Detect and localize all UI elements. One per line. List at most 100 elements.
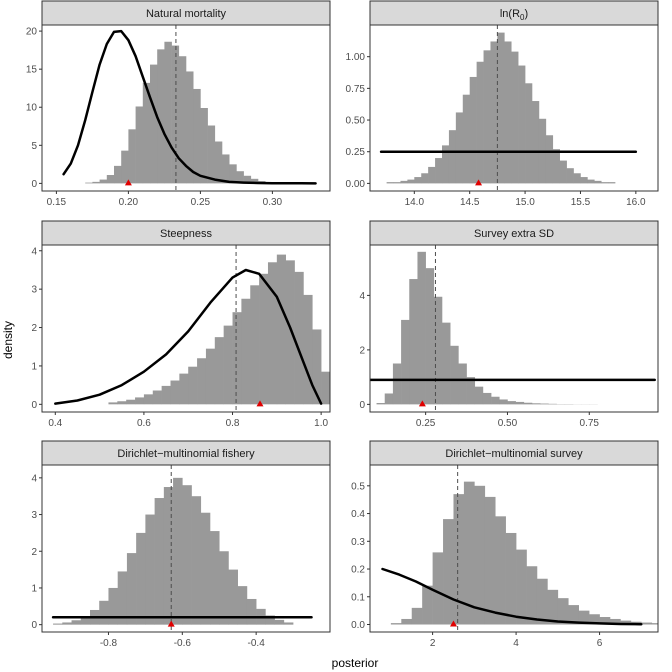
histogram-bar bbox=[400, 180, 408, 184]
x-tick-label: 0.25 bbox=[416, 418, 436, 429]
histogram-bar bbox=[197, 358, 207, 405]
mle-marker bbox=[449, 620, 457, 627]
histogram-bar bbox=[433, 296, 443, 405]
panel-border bbox=[369, 464, 659, 633]
histogram-bar bbox=[232, 312, 242, 405]
facet-strip bbox=[369, 220, 659, 246]
mle-marker bbox=[167, 620, 175, 627]
histogram-bar bbox=[525, 83, 533, 184]
facet-title-subscript: 0 bbox=[520, 13, 525, 22]
histogram-bar bbox=[62, 622, 72, 625]
facet-panel: Dirichlet−multinomial survey 0.0 0.1 0.2 0.3… bbox=[351, 440, 659, 649]
y-tick-label: 0 bbox=[359, 400, 365, 411]
histogram-bar bbox=[157, 49, 165, 184]
y-tick-label: 1.00 bbox=[346, 52, 366, 63]
y-tick-label: 20 bbox=[26, 27, 38, 38]
histogram-bar bbox=[312, 329, 322, 405]
histogram-bar bbox=[376, 403, 386, 405]
facet-strip bbox=[41, 0, 331, 26]
x-tick-label: 0.20 bbox=[119, 197, 139, 208]
histogram-bar bbox=[274, 619, 285, 625]
histogram-bar bbox=[414, 177, 422, 184]
facet-title-part: Natural mortality bbox=[146, 8, 227, 20]
panel-plot-area bbox=[370, 245, 656, 412]
prior-density-line bbox=[54, 268, 323, 405]
histogram-bar bbox=[466, 377, 476, 405]
histogram-bar bbox=[594, 180, 602, 184]
x-tick-label: 0.50 bbox=[498, 418, 518, 429]
y-tick-label: 0.5 bbox=[351, 481, 365, 492]
histogram-bar bbox=[422, 585, 433, 625]
x-tick-label: 0.75 bbox=[580, 418, 600, 429]
prior-density-line bbox=[62, 29, 317, 185]
histogram-bar bbox=[442, 145, 450, 184]
y-tick-label: 0.3 bbox=[351, 537, 365, 548]
y-tick-label: 3 bbox=[31, 510, 37, 521]
histogram-bar bbox=[321, 371, 330, 405]
y-tick-label: 2 bbox=[31, 547, 37, 558]
histogram-bar bbox=[126, 399, 136, 405]
histogram-bar bbox=[223, 325, 233, 405]
y-tick-label: 0.75 bbox=[346, 84, 366, 95]
panel-plot-area bbox=[54, 245, 330, 412]
histogram-bar bbox=[610, 618, 621, 625]
histogram-bar bbox=[523, 402, 533, 405]
histogram-bar bbox=[236, 171, 244, 184]
histogram-bar bbox=[401, 618, 413, 625]
histogram-bar bbox=[552, 149, 560, 184]
histogram-bar bbox=[536, 578, 548, 625]
y-tick-label: 15 bbox=[26, 65, 38, 76]
histogram-bar bbox=[532, 403, 541, 405]
histogram-bar bbox=[425, 268, 435, 405]
histogram-bar bbox=[108, 402, 118, 405]
histogram-bar bbox=[142, 82, 151, 184]
x-tick-label: 4 bbox=[513, 638, 519, 649]
facet-panel: Natural mortality 0 5 10 15 20 0.15 0.20 0.25 0.3… bbox=[26, 0, 331, 208]
histogram-bar bbox=[259, 273, 269, 405]
histogram-bar bbox=[250, 178, 259, 184]
histogram-bar bbox=[484, 496, 496, 625]
histogram-bar bbox=[505, 532, 517, 625]
histogram-bar bbox=[143, 394, 154, 405]
histogram-bar bbox=[114, 165, 122, 184]
facet-title-part: ln(R bbox=[500, 8, 520, 20]
y-tick-label: 0 bbox=[31, 400, 37, 411]
histogram-bar bbox=[474, 485, 486, 625]
facet-title-part: Dirichlet−multinomial fishery bbox=[117, 448, 255, 460]
y-tick-label: 0 bbox=[31, 620, 37, 631]
histogram-bar bbox=[580, 177, 588, 184]
histogram-bar bbox=[443, 519, 454, 625]
y-tick-label: 0.0 bbox=[351, 620, 365, 631]
histogram-bar bbox=[145, 514, 155, 625]
panel-border bbox=[41, 244, 331, 413]
histogram-bar bbox=[491, 396, 500, 405]
histogram-bar bbox=[608, 182, 616, 184]
histogram-bar bbox=[490, 41, 498, 184]
x-tick-label: 0.4 bbox=[48, 418, 62, 429]
facet-panel: Dirichlet−multinomial fishery 0 1 2 3 4 -0.8 -0… bbox=[31, 440, 331, 649]
histogram-bar bbox=[455, 112, 464, 184]
histogram-bar bbox=[511, 51, 519, 184]
panel-plot-area bbox=[381, 465, 658, 632]
histogram-bar bbox=[205, 348, 216, 405]
histogram-bar bbox=[641, 622, 653, 625]
histogram-bar bbox=[526, 566, 538, 625]
x-tick-label: -0.6 bbox=[174, 638, 192, 649]
histogram-bar bbox=[193, 88, 201, 184]
facet-title-part: ) bbox=[524, 8, 528, 20]
histogram-bar bbox=[532, 101, 540, 184]
histogram-bar bbox=[99, 600, 109, 625]
panel-plot-area bbox=[62, 25, 317, 191]
histogram-bar bbox=[250, 285, 260, 405]
facet-panel: ln(R0) 0.00 0.25 0.50 0.75 1.00 14.0 14.5 15.0 15… bbox=[346, 0, 659, 208]
histogram-bar bbox=[243, 175, 252, 184]
histogram-bar bbox=[303, 294, 313, 405]
histogram-bar bbox=[573, 173, 581, 184]
x-tick-label: 0.8 bbox=[226, 418, 240, 429]
histogram-bar bbox=[179, 373, 189, 405]
x-tick-label: 2 bbox=[430, 638, 436, 649]
panel-plot-area bbox=[51, 465, 313, 632]
histogram-bar bbox=[294, 271, 304, 405]
mle-marker bbox=[418, 400, 426, 407]
